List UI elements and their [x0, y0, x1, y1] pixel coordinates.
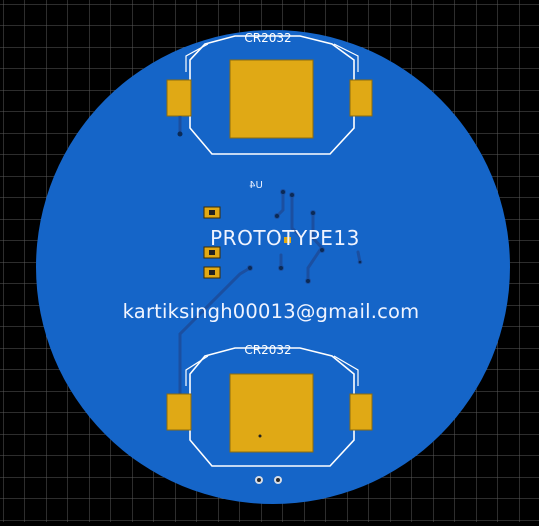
battery-label-top: CR2032: [244, 31, 291, 45]
battery-holder-bottom[interactable]: CR2032: [166, 343, 373, 467]
silkscreen-email: kartiksingh00013@gmail.com: [123, 300, 420, 323]
header-pad-2-hole: [209, 250, 215, 255]
battery-pad-left-bottom[interactable]: [166, 393, 192, 431]
header-pad-1-hole: [209, 210, 215, 215]
header-pad-3-hole: [209, 270, 215, 275]
pad-center-dot: [258, 434, 262, 438]
bottom-vias: [255, 476, 282, 484]
battery-label-bottom: CR2032: [244, 343, 291, 357]
battery-pad-center-bottom[interactable]: [229, 373, 314, 453]
battery-pad-center-top[interactable]: [229, 59, 314, 139]
ref-designator-u4: U4: [249, 180, 263, 191]
holder-inner-outline-top-r: [333, 43, 359, 72]
header-pads[interactable]: [203, 206, 221, 279]
vias: [247, 189, 363, 284]
battery-holder-top[interactable]: CR2032: [166, 31, 373, 155]
silkscreen-title: PROTOTYPE13: [210, 226, 360, 250]
holder-inner-outline-bottom-r: [333, 355, 359, 386]
smd-pad-small[interactable]: [284, 237, 291, 243]
pcb-board[interactable]: [36, 30, 510, 504]
via-top-left: [177, 131, 183, 137]
holder-inner-outline-bottom: [185, 355, 209, 386]
battery-pad-right-bottom[interactable]: [349, 393, 373, 431]
holder-inner-outline-top: [185, 43, 209, 72]
battery-pad-left-top[interactable]: [166, 79, 192, 117]
battery-pad-right-top[interactable]: [349, 79, 373, 117]
